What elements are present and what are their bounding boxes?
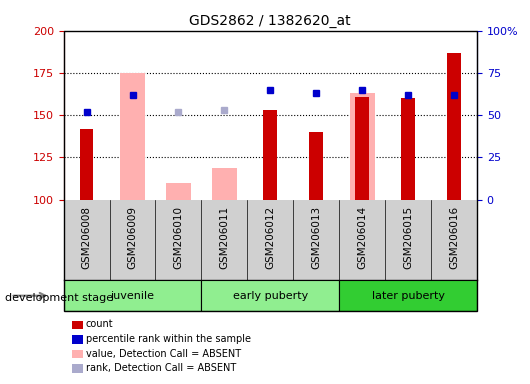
- Bar: [355, 97, 369, 200]
- Bar: [310, 132, 323, 200]
- Title: GDS2862 / 1382620_at: GDS2862 / 1382620_at: [190, 14, 351, 28]
- Text: early puberty: early puberty: [233, 291, 308, 301]
- Bar: [64, 280, 201, 311]
- Bar: [80, 129, 93, 200]
- Text: juvenile: juvenile: [110, 291, 155, 301]
- Bar: [447, 53, 461, 200]
- Text: GSM206012: GSM206012: [266, 206, 275, 269]
- Text: percentile rank within the sample: percentile rank within the sample: [86, 334, 251, 344]
- Bar: [211, 167, 237, 200]
- Bar: [401, 98, 415, 200]
- Bar: [350, 93, 375, 200]
- Text: GSM206015: GSM206015: [403, 206, 413, 269]
- Text: count: count: [86, 319, 113, 329]
- Bar: [263, 110, 277, 200]
- Text: development stage: development stage: [5, 293, 113, 303]
- Bar: [201, 280, 339, 311]
- Text: GSM206011: GSM206011: [219, 206, 229, 269]
- Bar: [166, 183, 191, 200]
- Text: GSM206013: GSM206013: [311, 206, 321, 269]
- Text: rank, Detection Call = ABSENT: rank, Detection Call = ABSENT: [86, 363, 236, 373]
- Text: GSM206010: GSM206010: [173, 206, 183, 269]
- Text: GSM206009: GSM206009: [128, 206, 137, 269]
- Text: later puberty: later puberty: [372, 291, 445, 301]
- Text: GSM206014: GSM206014: [357, 206, 367, 269]
- Text: value, Detection Call = ABSENT: value, Detection Call = ABSENT: [86, 349, 241, 359]
- Text: GSM206016: GSM206016: [449, 206, 459, 269]
- Bar: [120, 73, 145, 200]
- Text: GSM206008: GSM206008: [82, 206, 92, 269]
- Bar: [339, 280, 477, 311]
